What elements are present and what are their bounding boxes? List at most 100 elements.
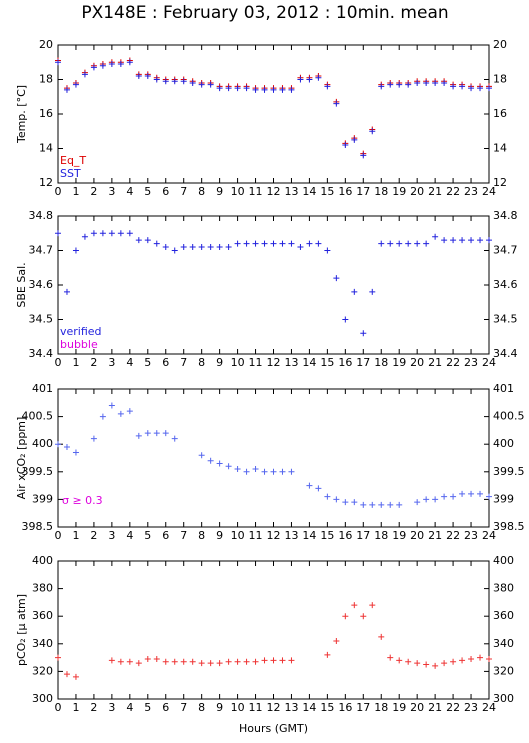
data-point (351, 136, 358, 143)
data-point (261, 86, 268, 93)
data-point (198, 81, 205, 88)
x-tick-label: 10 (231, 529, 245, 542)
x-tick-label: 11 (249, 356, 263, 369)
data-point (207, 660, 214, 667)
y-tick-label: 380 (493, 582, 514, 595)
data-point (72, 81, 79, 88)
y-tick-label: 18 (493, 73, 507, 86)
x-tick-label: 20 (410, 185, 424, 198)
plot-frame (57, 560, 490, 700)
data-point (333, 496, 340, 503)
data-point (324, 493, 331, 500)
data-point (225, 463, 232, 470)
y-tick-label: 20 (493, 38, 507, 51)
x-tick-label: 23 (464, 185, 478, 198)
data-point (261, 240, 268, 247)
data-point (423, 79, 430, 86)
data-point (432, 662, 439, 669)
data-point (180, 244, 187, 251)
y-tick-label: 400 (493, 554, 514, 567)
data-point (225, 658, 232, 665)
x-tick-label: 22 (446, 529, 460, 542)
data-point (459, 83, 466, 90)
data-point (144, 73, 151, 80)
plot-frame (57, 388, 490, 528)
data-point (288, 86, 295, 93)
data-point (55, 59, 61, 66)
data-point (225, 244, 232, 251)
data-point (297, 244, 304, 251)
data-point (360, 613, 367, 620)
data-point (450, 237, 457, 244)
data-point (369, 602, 376, 609)
data-point (234, 466, 241, 473)
data-point (432, 496, 439, 503)
x-tick-label: 23 (464, 356, 478, 369)
x-tick-label: 15 (320, 701, 334, 714)
x-tick-label: 5 (144, 701, 151, 714)
x-tick-label: 5 (144, 529, 151, 542)
data-point (81, 71, 88, 78)
data-point (387, 240, 394, 247)
data-point (396, 501, 403, 508)
data-point (234, 240, 241, 247)
data-point (459, 237, 466, 244)
y-tick-label: 400.5 (493, 410, 525, 423)
data-point (243, 658, 250, 665)
x-tick-label: 4 (126, 701, 133, 714)
x-tick-label: 22 (446, 356, 460, 369)
data-point (351, 499, 358, 506)
data-point (261, 657, 268, 664)
y-tick-label: 399.5 (493, 465, 525, 478)
x-tick-label: 2 (90, 701, 97, 714)
data-point (450, 83, 457, 90)
x-tick-label: 4 (126, 529, 133, 542)
data-point (180, 658, 187, 665)
data-point (55, 441, 61, 448)
x-tick-label: 9 (216, 529, 223, 542)
data-point (90, 64, 97, 71)
x-tick-label: 0 (55, 529, 62, 542)
data-point (126, 408, 133, 415)
data-point (396, 657, 403, 664)
y-tick-label: 12 (39, 176, 53, 189)
x-tick-label: 8 (198, 356, 205, 369)
data-point (108, 657, 115, 664)
x-tick-label: 16 (338, 356, 352, 369)
data-point (216, 85, 223, 92)
data-point (225, 85, 232, 92)
x-tick-label: 11 (249, 701, 263, 714)
data-point (414, 499, 421, 506)
data-point (333, 275, 340, 282)
x-tick-label: 20 (410, 529, 424, 542)
data-point (135, 73, 142, 80)
x-tick-label: 20 (410, 356, 424, 369)
data-point (306, 76, 313, 83)
data-point (351, 288, 358, 295)
x-tick-label: 13 (284, 529, 298, 542)
data-point (252, 658, 259, 665)
page-title: PX148E : February 03, 2012 : 10min. mean (81, 3, 448, 23)
data-point (207, 244, 214, 251)
y-tick-label: 340 (493, 637, 514, 650)
data-point (324, 83, 331, 90)
data-point (99, 230, 106, 237)
y-tick-label: 320 (493, 664, 514, 677)
data-point (405, 658, 412, 665)
x-tick-label: 16 (338, 529, 352, 542)
data-point (387, 501, 394, 508)
data-point (486, 237, 492, 244)
x-tick-label: 3 (108, 185, 115, 198)
data-point (117, 60, 124, 67)
x-tick-label: 19 (392, 185, 406, 198)
data-point (126, 59, 133, 66)
data-point (360, 330, 367, 337)
x-tick-label: 6 (162, 356, 169, 369)
x-tick-label: 1 (72, 701, 79, 714)
y-tick-label: 401 (493, 382, 514, 395)
x-tick-label: 19 (392, 701, 406, 714)
y-tick-label: 34.7 (29, 244, 54, 257)
data-point (99, 62, 106, 69)
data-point (135, 660, 142, 667)
x-tick-label: 21 (428, 356, 442, 369)
